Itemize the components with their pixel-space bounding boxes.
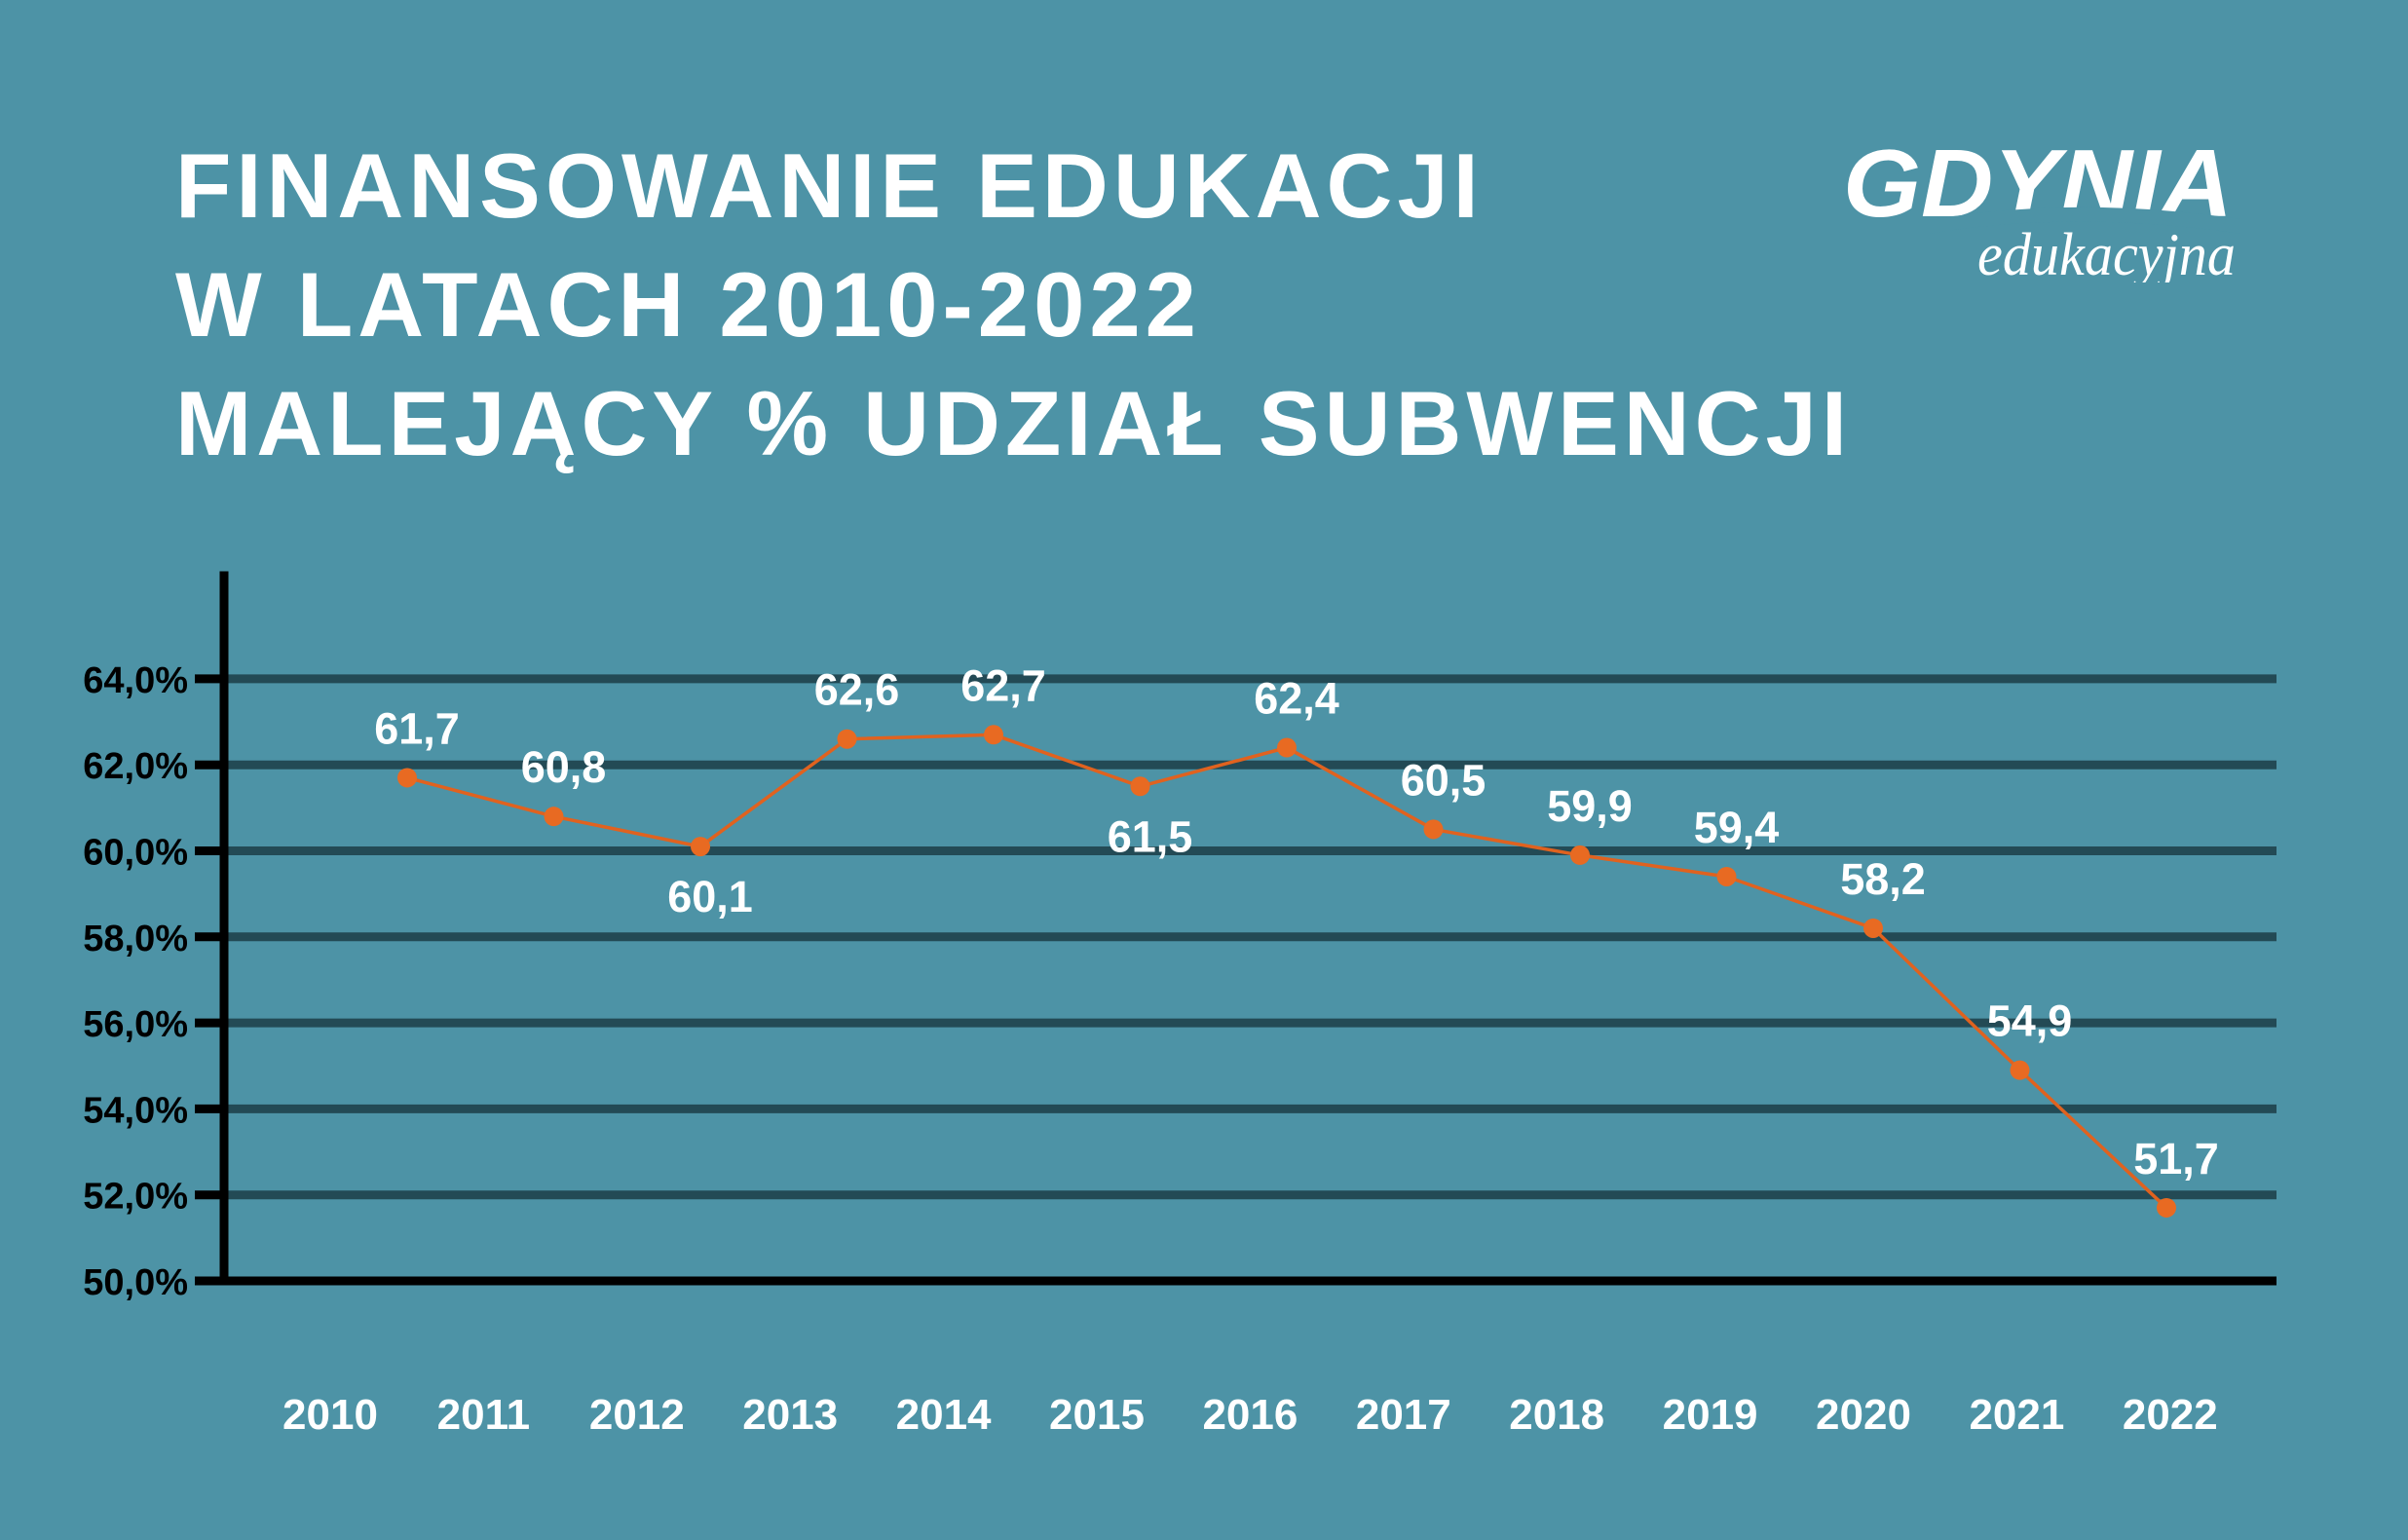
x-tick-label: 2011 <box>437 1391 530 1439</box>
x-tick-label: 2019 <box>1663 1391 1758 1439</box>
data-label: 60,1 <box>667 872 753 921</box>
data-label: 59,4 <box>1694 803 1780 852</box>
x-tick-label: 2013 <box>742 1391 838 1439</box>
data-label: 62,6 <box>814 665 900 715</box>
data-label: 61,5 <box>1108 811 1193 861</box>
data-label: 62,7 <box>960 660 1046 710</box>
chart-title: FINANSOWANIE EDUKACJI W LATACH 2010-2022… <box>175 127 1852 483</box>
x-tick-label: 2010 <box>282 1391 378 1439</box>
data-point <box>2010 1060 2030 1080</box>
y-tick-label: 58,0% <box>83 919 188 959</box>
data-label: 54,9 <box>1987 996 2073 1046</box>
data-label: 58,2 <box>1840 854 1926 904</box>
y-tick-label: 50,0% <box>83 1262 188 1303</box>
x-tick-label: 2014 <box>896 1391 992 1439</box>
data-point <box>984 725 1003 745</box>
y-tick-label: 54,0% <box>83 1090 188 1131</box>
x-tick-label: 2022 <box>2123 1391 2218 1439</box>
y-tick-label: 60,0% <box>83 833 188 874</box>
series-line <box>406 732 2168 1210</box>
x-tick-label: 2020 <box>1816 1391 1911 1439</box>
data-point <box>2157 1197 2176 1218</box>
title-line-2: W LATACH 2010-2022 <box>175 253 1201 356</box>
x-tick-label: 2016 <box>1202 1391 1298 1439</box>
data-label: 60,8 <box>521 742 607 792</box>
data-point <box>1570 845 1590 865</box>
data-point <box>1277 737 1297 758</box>
y-tick-label: 56,0% <box>83 1004 188 1045</box>
data-label: 62,4 <box>1254 674 1339 724</box>
data-point <box>1863 918 1883 938</box>
data-point <box>1423 819 1444 840</box>
data-label: 51,7 <box>2133 1134 2219 1183</box>
x-tick-label: 2018 <box>1509 1391 1604 1439</box>
data-point <box>1716 866 1737 886</box>
x-tick-label: 2015 <box>1049 1391 1145 1439</box>
svg-text:edukacyjna: edukacyjna <box>1977 222 2236 282</box>
data-point <box>1130 776 1150 797</box>
data-label: 59,9 <box>1547 781 1633 831</box>
x-tick-label: 2021 <box>1969 1391 2064 1439</box>
y-tick-label: 64,0% <box>83 660 188 701</box>
x-tick-label: 2012 <box>589 1391 685 1439</box>
gdynia-edukacyjna-logo: GDYNIA edukacyjna <box>1831 127 2250 282</box>
data-point <box>837 729 857 749</box>
data-point <box>544 807 564 827</box>
x-tick-label: 2017 <box>1356 1391 1451 1439</box>
title-line-3: MALEJĄCY % UDZIAŁ SUBWENCJI <box>175 372 1852 474</box>
y-tick-label: 62,0% <box>83 746 188 787</box>
data-label: 60,5 <box>1401 755 1486 805</box>
data-point <box>397 768 417 788</box>
y-tick-label: 52,0% <box>83 1177 188 1218</box>
data-point <box>691 837 710 857</box>
data-label: 61,7 <box>374 703 460 753</box>
title-line-1: FINANSOWANIE EDUKACJI <box>175 134 1484 237</box>
